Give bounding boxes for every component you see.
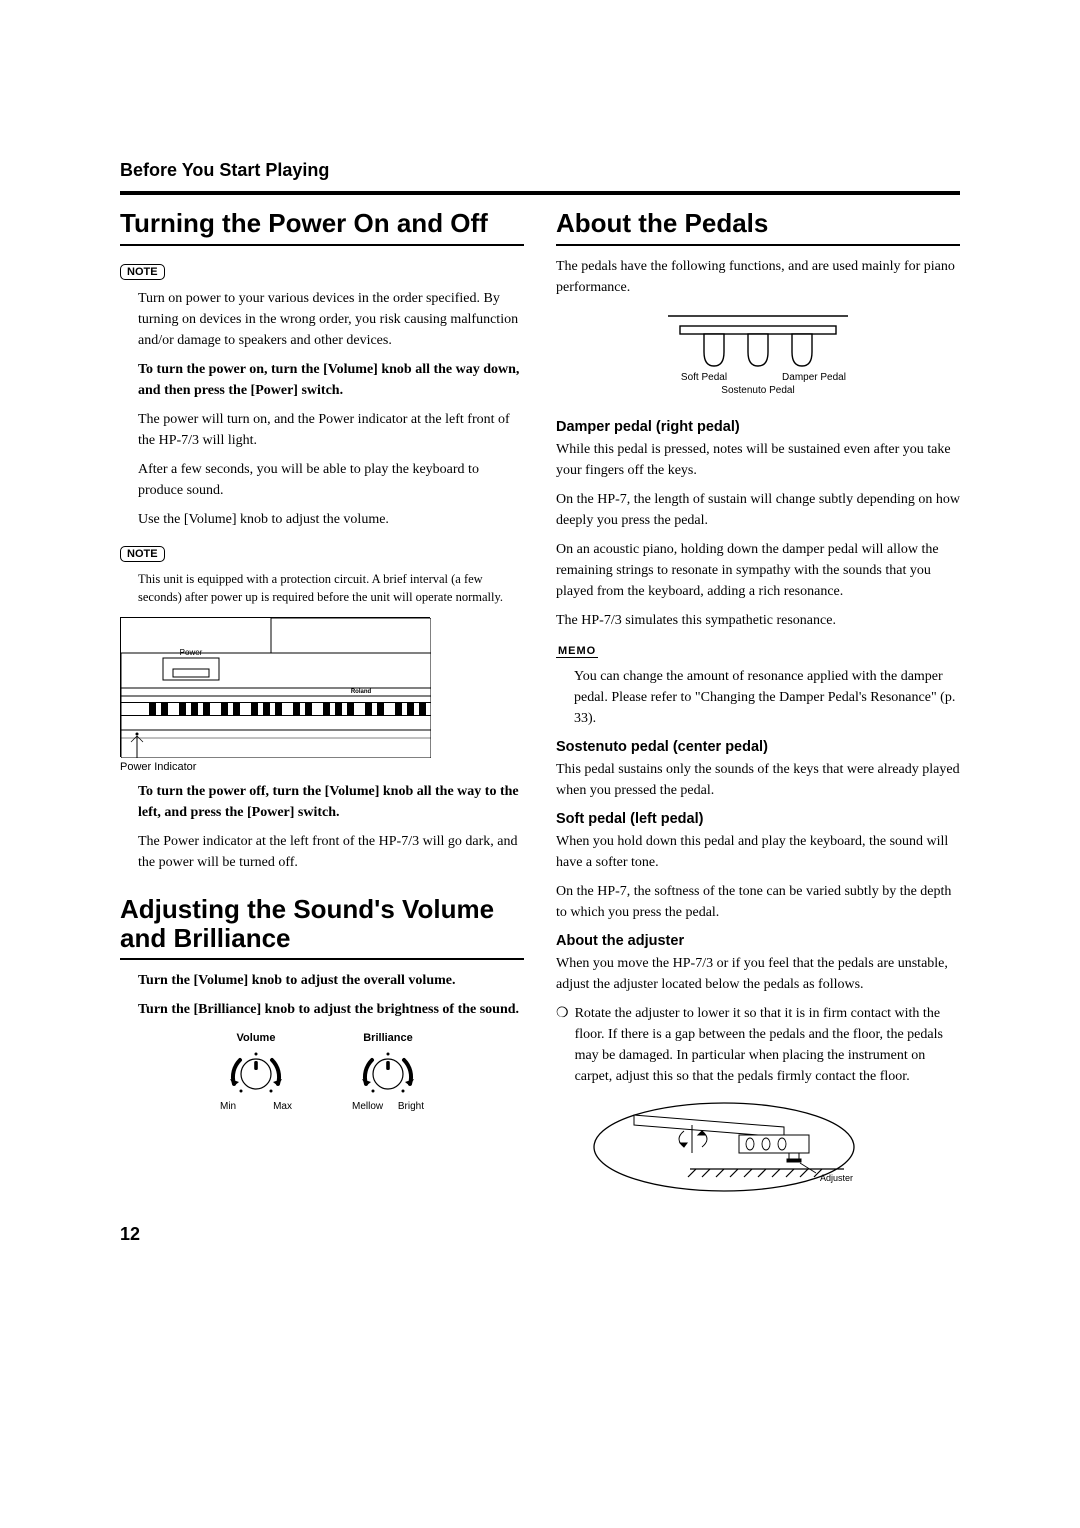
knob-row: Volume Min Max Brilliance	[120, 1032, 524, 1112]
body-text: The HP-7/3 simulates this sympathetic re…	[556, 610, 960, 631]
knob-right-label: Bright	[398, 1101, 424, 1112]
power-on-instruction: To turn the power on, turn the [Volume] …	[138, 359, 524, 401]
heading-sostenuto: Sostenuto pedal (center pedal)	[556, 739, 960, 755]
knob-left-label: Min	[220, 1101, 236, 1112]
note-tag: NOTE	[120, 546, 165, 562]
volume-knob-figure: Volume Min Max	[220, 1032, 292, 1112]
knob-title: Volume	[220, 1032, 292, 1044]
piano-illustration: Power Roland	[120, 617, 430, 757]
bullet-icon: ❍	[556, 1003, 569, 1024]
right-column: About the Pedals The pedals have the fol…	[556, 209, 960, 1200]
body-text: When you move the HP-7/3 or if you feel …	[556, 953, 960, 995]
body-text: The power will turn on, and the Power in…	[138, 409, 524, 451]
body-text: After a few seconds, you will be able to…	[138, 459, 524, 501]
memo-tag: MEMO	[556, 645, 598, 658]
body-text: While this pedal is pressed, notes will …	[556, 439, 960, 481]
heading-soft: Soft pedal (left pedal)	[556, 811, 960, 827]
two-column-layout: Turning the Power On and Off NOTE Turn o…	[120, 209, 960, 1200]
rule	[556, 244, 960, 246]
brilliance-knob-figure: Brilliance Mellow Bright	[352, 1032, 424, 1112]
body-text: When you hold down this pedal and play t…	[556, 831, 960, 873]
brand-label: Roland	[351, 689, 372, 695]
left-column: Turning the Power On and Off NOTE Turn o…	[120, 209, 524, 1200]
pedals-intro: The pedals have the following functions,…	[556, 256, 960, 298]
sostenuto-pedal-label: Sostenuto Pedal	[721, 385, 794, 396]
adjuster-label: Adjuster	[820, 1173, 853, 1183]
section-header: Before You Start Playing	[120, 160, 960, 181]
figure-caption: Power Indicator	[120, 761, 524, 773]
body-text: On the HP-7, the length of sustain will …	[556, 489, 960, 531]
heading-pedals: About the Pedals	[556, 209, 960, 238]
note-tag: NOTE	[120, 264, 165, 280]
adjuster-illustration: Adjuster	[584, 1095, 864, 1200]
body-text: On an acoustic piano, holding down the d…	[556, 539, 960, 602]
knob-left-label: Mellow	[352, 1101, 383, 1112]
knob-title: Brilliance	[352, 1032, 424, 1044]
knob-right-label: Max	[273, 1101, 292, 1112]
heading-adjusting: Adjusting the Sound's Volume and Brillia…	[120, 895, 524, 952]
brilliance-instruction: Turn the [Brilliance] knob to adjust the…	[138, 999, 524, 1020]
rule	[120, 244, 524, 246]
heading-power: Turning the Power On and Off	[120, 209, 524, 238]
damper-pedal-label: Damper Pedal	[782, 372, 846, 383]
power-label: Power	[180, 648, 203, 657]
soft-pedal-label: Soft Pedal	[681, 372, 727, 383]
power-off-instruction: To turn the power off, turn the [Volume]…	[138, 781, 524, 823]
bullet-text: Rotate the adjuster to lower it so that …	[575, 1003, 960, 1087]
body-text: The Power indicator at the left front of…	[138, 831, 524, 873]
body-text: This pedal sustains only the sounds of t…	[556, 759, 960, 801]
heading-adjuster: About the adjuster	[556, 933, 960, 949]
body-text: On the HP-7, the softness of the tone ca…	[556, 881, 960, 923]
heading-damper: Damper pedal (right pedal)	[556, 419, 960, 435]
header-rule	[120, 191, 960, 195]
volume-instruction: Turn the [Volume] knob to adjust the ove…	[138, 970, 524, 991]
note-text: Turn on power to your various devices in…	[138, 288, 524, 351]
rule	[120, 958, 524, 960]
memo-text: You can change the amount of resonance a…	[574, 666, 960, 729]
bullet-item: ❍ Rotate the adjuster to lower it so tha…	[556, 1003, 960, 1087]
note-text: This unit is equipped with a protection …	[138, 570, 524, 608]
page-number: 12	[120, 1224, 960, 1245]
body-text: Use the [Volume] knob to adjust the volu…	[138, 509, 524, 530]
pedal-illustration: Soft Pedal Damper Pedal Sostenuto Pedal	[638, 308, 878, 403]
